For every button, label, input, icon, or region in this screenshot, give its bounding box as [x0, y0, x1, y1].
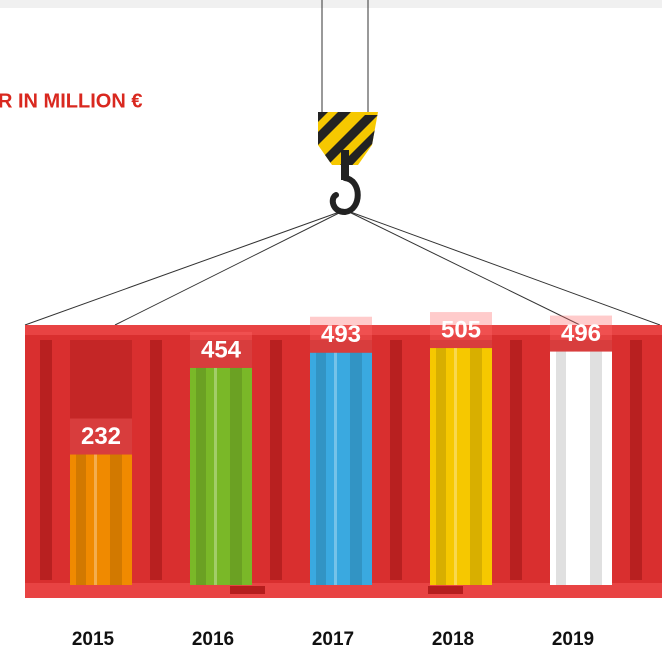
bar — [70, 454, 132, 585]
bar-stripe — [214, 367, 217, 585]
bar-stripe — [316, 352, 326, 585]
bar-stripe — [590, 351, 602, 585]
value-label: 505 — [441, 316, 481, 343]
bar-stripe — [196, 367, 206, 585]
label-band — [430, 312, 492, 349]
value-label: 493 — [321, 321, 361, 348]
x-tick-label: 2017 — [312, 629, 354, 650]
bar-stripe — [94, 454, 97, 585]
chart-title: R IN MILLION € — [0, 90, 142, 112]
x-tick-label: 2019 — [552, 629, 594, 650]
bar-stripe — [436, 348, 446, 585]
value-label: 496 — [561, 320, 601, 347]
bar-stripe — [230, 367, 242, 585]
label-band — [310, 316, 372, 353]
label-band — [190, 331, 252, 368]
value-label: 454 — [201, 336, 242, 363]
label-band — [70, 418, 132, 455]
label-band — [550, 315, 612, 352]
top-band — [0, 0, 662, 8]
x-tick-label: 2015 — [72, 629, 115, 650]
bar — [430, 348, 492, 585]
bar-stripe — [574, 351, 577, 585]
bar — [550, 351, 612, 585]
bar — [190, 367, 252, 585]
bar-stripe — [454, 348, 457, 585]
crane — [24, 0, 661, 326]
bar-stripe — [350, 352, 362, 585]
bar-stripe — [110, 454, 122, 585]
x-tick-label: 2016 — [192, 629, 234, 650]
x-tick-label: 2018 — [432, 629, 474, 650]
bar-stripe — [470, 348, 482, 585]
bar-stripe — [334, 352, 337, 585]
bar-stripe — [76, 454, 86, 585]
bar — [310, 352, 372, 585]
bar-stripe — [556, 351, 566, 585]
value-label: 232 — [81, 423, 121, 450]
